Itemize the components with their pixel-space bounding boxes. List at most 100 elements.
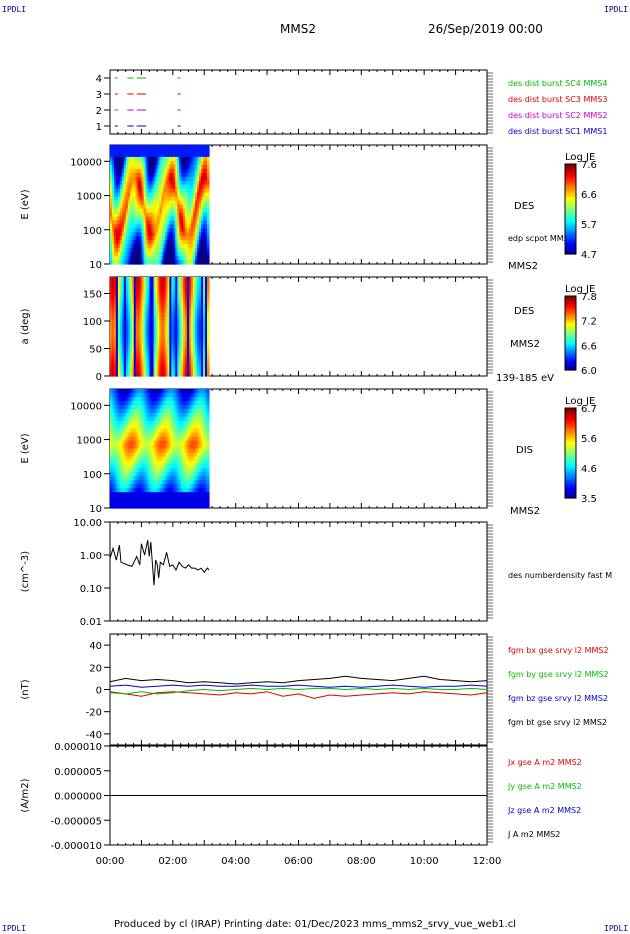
heatmap-cell bbox=[143, 416, 147, 422]
heatmap-cell bbox=[127, 306, 131, 311]
heatmap-cell bbox=[129, 408, 133, 414]
heatmap-cell bbox=[117, 460, 121, 465]
heatmap-cell bbox=[195, 349, 198, 354]
heatmap-cell bbox=[171, 496, 174, 501]
heatmap-cell bbox=[159, 313, 163, 318]
heatmap-cell bbox=[153, 432, 157, 438]
heatmap-cell bbox=[153, 356, 157, 361]
heatmap-cell bbox=[115, 496, 119, 501]
heatmap-cell bbox=[139, 329, 143, 334]
heatmap-cell bbox=[193, 277, 196, 281]
heatmap-cell bbox=[135, 440, 139, 446]
heatmap-cell bbox=[173, 319, 176, 324]
heatmap-cell bbox=[113, 326, 117, 331]
heatmap-cell bbox=[149, 496, 153, 501]
heatmap-cell bbox=[173, 176, 176, 182]
heatmap-cell bbox=[189, 248, 192, 253]
heatmap-cell bbox=[145, 152, 149, 158]
heatmap-cell bbox=[177, 369, 180, 374]
heatmap-cell bbox=[187, 164, 190, 170]
heatmap-cell bbox=[159, 404, 163, 410]
heatmap-cell bbox=[197, 336, 200, 341]
heatmap-cell bbox=[137, 208, 141, 214]
heatmap-cell bbox=[123, 300, 127, 304]
heatmap-cell bbox=[145, 408, 149, 414]
heatmap-cell bbox=[163, 392, 167, 398]
heatmap-cell bbox=[187, 188, 190, 194]
heatmap-cell bbox=[155, 180, 159, 186]
heatmap-cell bbox=[111, 160, 115, 166]
heatmap-cell bbox=[135, 452, 139, 458]
heatmap-cell bbox=[111, 196, 115, 202]
heatmap-cell bbox=[115, 339, 119, 344]
heatmap-cell bbox=[169, 448, 172, 454]
heatmap-cell bbox=[183, 204, 186, 210]
heatmap-cell bbox=[179, 333, 182, 337]
heatmap-cell bbox=[163, 416, 167, 422]
heatmap-cell bbox=[199, 277, 202, 281]
heatmap-cell bbox=[147, 468, 151, 473]
heatmap-cell bbox=[113, 192, 117, 198]
heatmap-cell bbox=[155, 208, 159, 214]
heatmap-cell bbox=[201, 293, 204, 298]
heatmap-cell bbox=[185, 303, 188, 308]
heatmap-cell bbox=[201, 319, 204, 324]
heatmap-cell bbox=[173, 310, 176, 314]
heatmap-cell bbox=[149, 280, 153, 285]
heatmap-cell bbox=[129, 184, 133, 190]
heatmap-cell bbox=[119, 326, 123, 331]
heatmap-cell bbox=[165, 164, 168, 170]
heatmap-cell bbox=[195, 148, 198, 154]
heatmap-cell bbox=[121, 252, 125, 257]
heatmap-cell bbox=[159, 369, 163, 374]
heatmap-cell bbox=[135, 369, 139, 374]
heatmap-cell bbox=[121, 333, 125, 337]
heatmap-cell bbox=[171, 260, 174, 265]
heatmap-cell bbox=[131, 326, 135, 331]
heatmap-cell bbox=[159, 184, 163, 190]
heatmap-cell bbox=[119, 232, 123, 237]
heatmap-cell bbox=[127, 400, 131, 406]
heatmap-cell bbox=[177, 333, 180, 337]
heatmap-cell bbox=[199, 313, 202, 318]
heatmap-cell bbox=[173, 339, 176, 344]
heatmap-cell bbox=[119, 208, 123, 214]
heatmap-cell bbox=[151, 420, 155, 426]
heatmap-cell bbox=[183, 286, 186, 291]
heatmap-cell bbox=[127, 444, 131, 450]
heatmap-cell bbox=[177, 248, 180, 253]
heatmap-cell bbox=[141, 160, 145, 166]
heatmap-cell bbox=[117, 300, 121, 304]
heatmap-cell bbox=[149, 252, 153, 257]
heatmap-cell bbox=[149, 310, 153, 314]
heatmap-cell bbox=[129, 504, 133, 509]
heatmap-cell bbox=[163, 346, 167, 351]
heatmap-cell bbox=[197, 366, 200, 370]
heatmap-cell bbox=[167, 436, 170, 442]
heatmap-cell bbox=[127, 248, 131, 253]
heatmap-cell bbox=[161, 366, 165, 370]
heatmap-cell bbox=[185, 252, 188, 257]
heatmap-cell bbox=[115, 148, 119, 154]
heatmap-cell bbox=[151, 260, 155, 265]
heatmap-cell bbox=[121, 484, 125, 489]
heatmap-cell bbox=[185, 204, 188, 210]
heatmap-cell bbox=[151, 432, 155, 438]
heatmap-cell bbox=[127, 293, 131, 298]
heatmap-cell bbox=[119, 228, 123, 233]
heatmap-cell bbox=[189, 359, 192, 364]
heatmap-cell bbox=[181, 346, 184, 351]
heatmap-cell bbox=[157, 436, 161, 442]
heatmap-cell bbox=[153, 184, 157, 190]
heatmap-cell bbox=[127, 260, 131, 265]
heatmap-cell bbox=[143, 352, 147, 357]
heatmap-cell bbox=[205, 252, 208, 257]
heatmap-cell bbox=[159, 283, 163, 288]
heatmap-cell bbox=[195, 256, 198, 261]
heatmap-cell bbox=[163, 504, 167, 509]
heatmap-cell bbox=[111, 310, 115, 314]
heatmap-cell bbox=[177, 286, 180, 291]
heatmap-cell bbox=[189, 196, 192, 202]
heatmap-cell bbox=[157, 204, 161, 210]
heatmap-cell bbox=[110, 336, 113, 341]
